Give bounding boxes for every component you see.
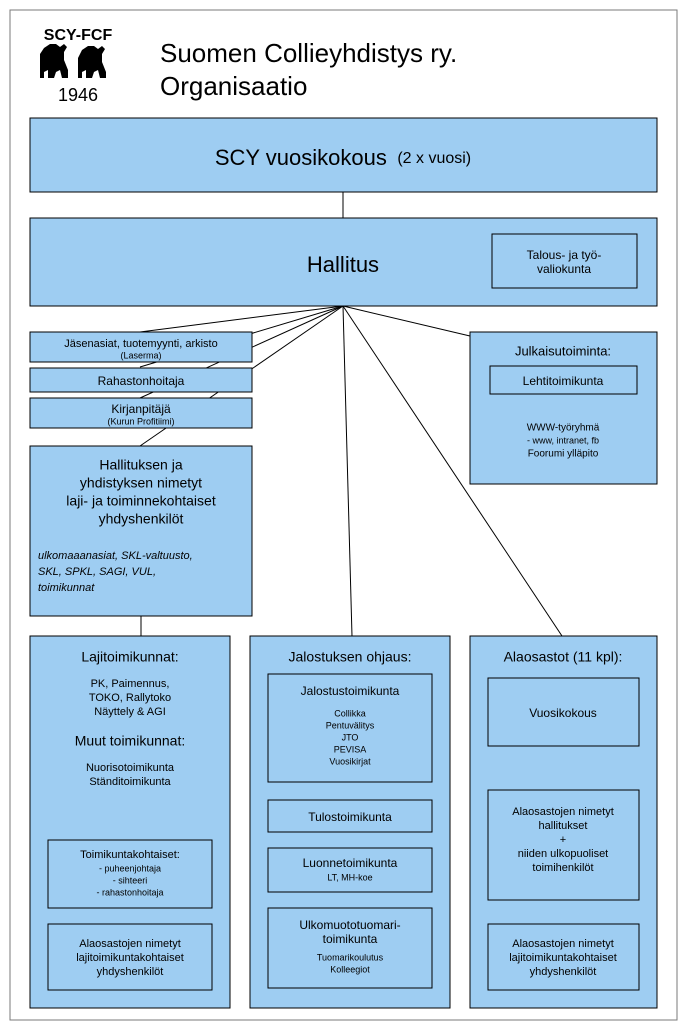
cr-b1: Vuosikokous <box>529 706 597 720</box>
cl-i1-l3: - sihteeri <box>113 875 148 885</box>
julkaisu-title: Julkaisutoiminta: <box>515 343 611 358</box>
cm-b2: Tulostoimikunta <box>308 810 392 824</box>
col-mid-title: Jalostuksen ohjaus: <box>289 649 412 665</box>
col-left-title: Lajitoimikunnat: <box>81 649 178 665</box>
col-right-title: Alaosastot (11 kpl): <box>504 649 623 665</box>
cl-bl1: PK, Paimennus, <box>91 678 170 690</box>
liaison-i1: ulkomaaanasiat, SKL-valtuusto, <box>38 550 193 562</box>
cm-b3-l1: Luonnetoimikunta <box>303 856 398 870</box>
cm-b4-l2: toimikunta <box>323 932 378 946</box>
liaison-i2: SKL, SPKL, SAGI, VUL, <box>38 566 156 578</box>
cm-b1-l1: Jalostustoimikunta <box>301 684 400 698</box>
org-chart: SCY-FCF 1946 Suomen Collieyhdistys ry. O… <box>0 0 687 1030</box>
cr-b2-l1: Alaosastojen nimetyt <box>512 806 614 818</box>
cl-sb1: Nuorisotoimikunta <box>86 762 175 774</box>
jasenasiat-l1: Jäsenasiat, tuotemyynti, arkisto <box>64 338 217 350</box>
jasenasiat-l2: (Laserma) <box>120 350 161 360</box>
cm-b1-s1: Collikka <box>334 708 366 718</box>
cl-i1-l2: - puheenjohtaja <box>99 863 161 873</box>
cr-b2-l3: + <box>560 834 566 846</box>
cr-b3-l2: lajitoimikuntakohtaiset <box>509 952 617 964</box>
cm-b4-s1: Tuomarikoulutus <box>317 952 384 962</box>
cl-bl3: Näyttely & AGI <box>94 706 166 718</box>
logo-top-text: SCY-FCF <box>44 27 113 44</box>
cr-b2-l2: hallitukset <box>539 820 588 832</box>
cl-i1-l1: Toimikuntakohtaiset: <box>80 849 180 861</box>
talous-l1: Talous- ja työ- <box>527 248 602 262</box>
lehtitoimikunta-label: Lehtitoimikunta <box>523 374 604 388</box>
julkaisu-b3: Foorumi ylläpito <box>528 449 599 460</box>
cr-b3-l3: yhdyshenkilöt <box>530 966 597 978</box>
header-l2: Organisaatio <box>160 71 307 101</box>
liaison-i3: toimikunnat <box>38 582 95 594</box>
cm-b3-l2: LT, MH-koe <box>327 872 372 882</box>
logo-year: 1946 <box>58 85 98 105</box>
kirjanpitaja-l2: (Kurun Profitiimi) <box>107 416 174 426</box>
hallitus-label: Hallitus <box>307 252 379 277</box>
cr-b2-l4: niiden ulkopuoliset <box>518 848 609 860</box>
cm-b4-l1: Ulkomuototuomari- <box>299 918 400 932</box>
cr-b2-l5: toimihenkilöt <box>532 862 593 874</box>
cm-b1-s4: PEVISA <box>334 744 367 754</box>
cl-i2-l3: yhdyshenkilöt <box>97 966 164 978</box>
cm-b4-s2: Kolleegiot <box>330 964 370 974</box>
cm-b1-s2: Pentuvälitys <box>326 720 375 730</box>
cl-i2-l1: Alaosastojen nimetyt <box>79 938 181 950</box>
cl-sb2: Ständitoimikunta <box>89 776 171 788</box>
cl-i1-l4: - rahastonhoitaja <box>96 887 163 897</box>
cl-i2-l2: lajitoimikuntakohtaiset <box>76 952 184 964</box>
kirjanpitaja-l1: Kirjanpitäjä <box>111 402 171 416</box>
liaison-l4: yhdyshenkilöt <box>99 511 184 527</box>
cl-bl2: TOKO, Rallytoko <box>89 692 171 704</box>
header-l1: Suomen Collieyhdistys ry. <box>160 38 457 68</box>
liaison-l3: laji- ja toiminnekohtaiset <box>66 493 216 509</box>
julkaisu-b2: - www, intranet, fb <box>527 435 599 445</box>
talous-l2: valiokunta <box>537 262 591 276</box>
rahastonhoitaja-label: Rahastonhoitaja <box>98 374 185 388</box>
julkaisu-b1: WWW-työryhmä <box>527 423 600 434</box>
liaison-l1: Hallituksen ja <box>99 457 182 473</box>
cm-b1-s5: Vuosikirjat <box>329 756 371 766</box>
cr-b3-l1: Alaosastojen nimetyt <box>512 938 614 950</box>
col-left-subtitle: Muut toimikunnat: <box>75 733 186 749</box>
cm-b1-s3: JTO <box>342 732 359 742</box>
liaison-l2: yhdistyksen nimetyt <box>80 475 202 491</box>
logo: SCY-FCF 1946 <box>40 27 112 105</box>
